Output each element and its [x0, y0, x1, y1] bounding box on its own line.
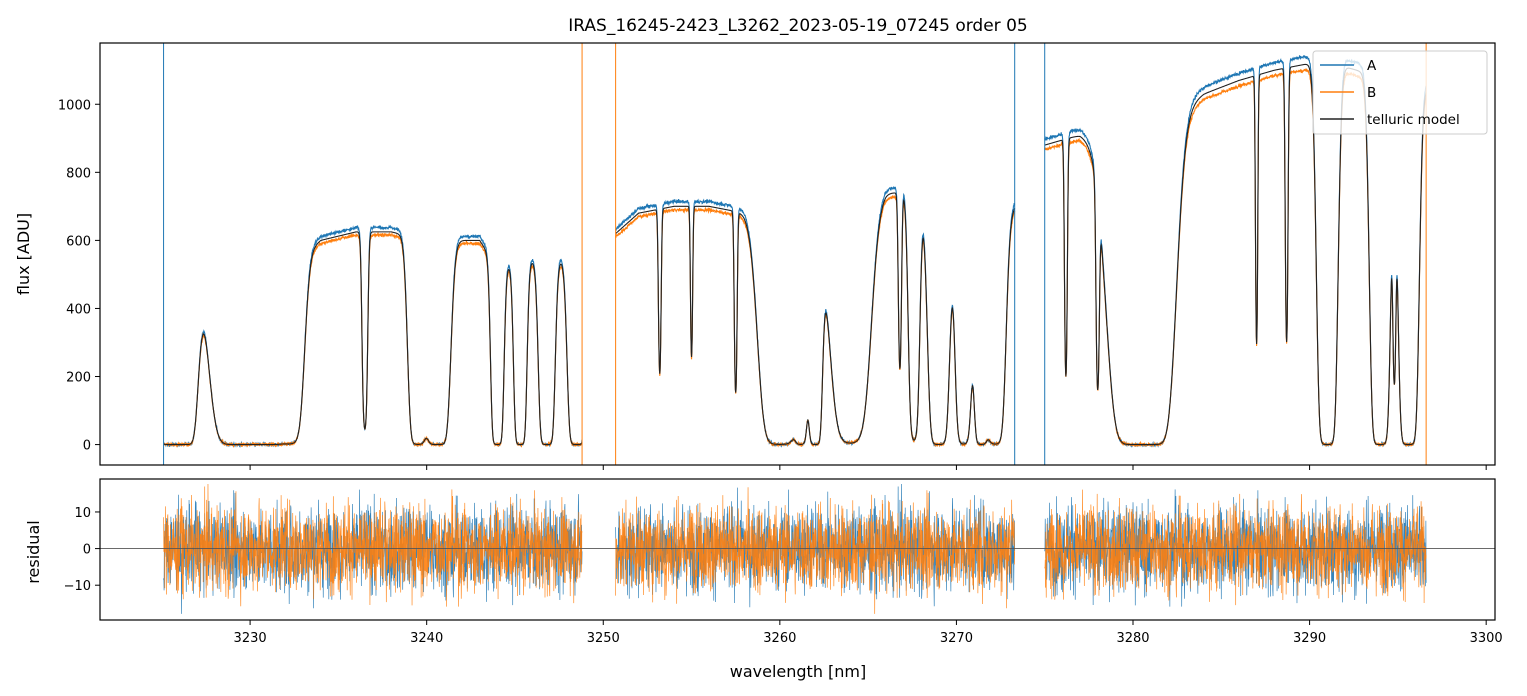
- x-tick-label: 3290: [1293, 631, 1326, 646]
- legend: A B telluric model: [1312, 50, 1488, 135]
- residual-axes-frame: [99, 478, 1496, 621]
- legend-label-b: B: [1367, 85, 1376, 101]
- flux-y-tick-label: 600: [66, 234, 91, 249]
- flux-panel: 0 200 400 600 800 1000 flux [ADU] A B telluri…: [14, 42, 1496, 470]
- residual-panel: 3230 3240 3250 3260 3270 3280 3290 3300 −10010 …: [24, 478, 1503, 681]
- flux-y-tick-label: 800: [66, 166, 91, 181]
- x-tick-label: 3300: [1470, 631, 1503, 646]
- residual-b-line: [1044, 489, 1427, 606]
- legend-label-a: A: [1367, 58, 1377, 74]
- residual-y-tick-label: 0: [83, 543, 91, 558]
- residual-b-line: [163, 484, 583, 607]
- residual-y-tick-label: 10: [74, 506, 91, 521]
- x-tick-label: 3280: [1116, 631, 1149, 646]
- x-tick-label: 3270: [940, 631, 973, 646]
- residual-y-axis-label: residual: [24, 520, 43, 583]
- x-tick-label: 3230: [234, 631, 267, 646]
- flux-axes-frame: [99, 42, 1496, 466]
- flux-y-tick-label: 1000: [58, 98, 91, 113]
- telluric-model-line: [163, 231, 583, 446]
- flux-y-tick-label: 0: [83, 439, 91, 454]
- flux-y-axis-label: flux [ADU]: [14, 213, 33, 295]
- chart-title: IRAS_16245-2423_L3262_2023-05-19_07245 o…: [568, 16, 1027, 36]
- x-tick-label: 3250: [587, 631, 620, 646]
- telluric-model-line: [615, 192, 1016, 446]
- x-axis-label: wavelength [nm]: [730, 662, 867, 681]
- legend-label-telluric: telluric model: [1367, 112, 1460, 128]
- residual-b-line: [615, 487, 1016, 614]
- x-tick-label: 3240: [410, 631, 443, 646]
- flux-y-tick-label: 400: [66, 302, 91, 317]
- residual-y-tick-label: −10: [64, 579, 91, 594]
- flux-y-tick-label: 200: [66, 371, 91, 386]
- x-tick-label: 3260: [763, 631, 796, 646]
